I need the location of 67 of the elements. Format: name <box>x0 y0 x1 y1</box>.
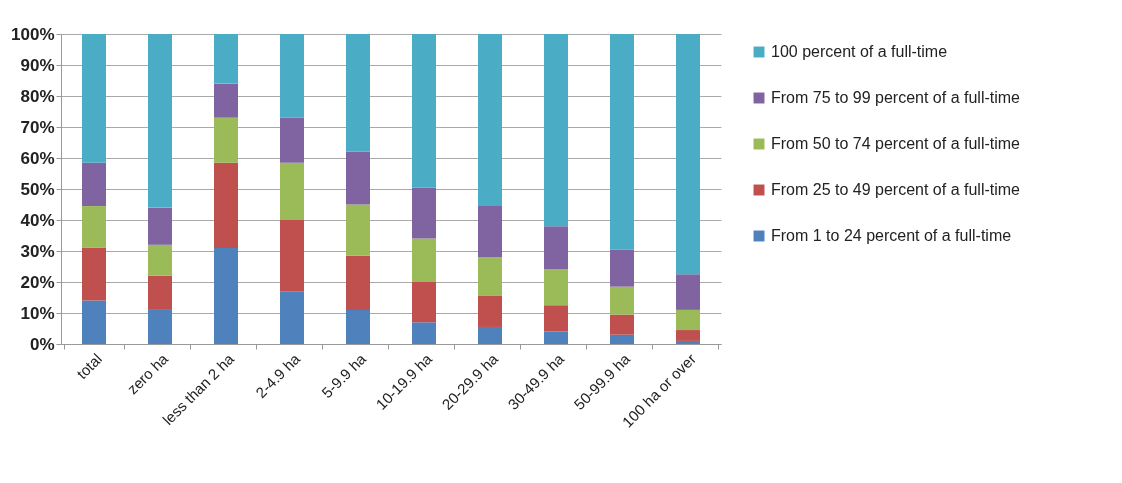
y-tick-label: 60% <box>20 148 55 168</box>
bar <box>412 282 436 323</box>
bar <box>280 117 304 163</box>
y-tick-label: 50% <box>20 179 55 199</box>
bar <box>214 83 238 118</box>
legend-label: 100 percent of a full-time <box>771 43 948 60</box>
y-tick-label: 10% <box>20 303 55 323</box>
bar <box>82 247 106 301</box>
bar <box>148 244 172 276</box>
bar <box>544 269 568 306</box>
bar <box>610 34 634 250</box>
bar <box>478 257 502 296</box>
bar <box>544 226 568 270</box>
bar <box>346 151 370 205</box>
legend-label: From 1 to 24 percent of a full-time <box>771 227 1012 244</box>
y-tick-label: 20% <box>20 272 55 292</box>
bar <box>214 162 238 248</box>
y-tick-label: 90% <box>20 55 55 75</box>
bar <box>82 300 106 344</box>
bar <box>346 204 370 256</box>
bar <box>610 334 634 344</box>
legend-label: From 50 to 74 percent of a full-time <box>771 135 1021 152</box>
bar <box>412 238 436 282</box>
bar <box>478 326 502 344</box>
bar <box>280 291 304 344</box>
bar <box>478 295 502 327</box>
bar <box>82 34 106 163</box>
bar <box>148 309 172 344</box>
bar <box>544 331 568 344</box>
bar <box>544 34 568 227</box>
bar <box>610 286 634 315</box>
bar <box>148 207 172 245</box>
legend-label: From 25 to 49 percent of a full-time <box>771 181 1021 198</box>
bar <box>346 255 370 310</box>
bar <box>544 305 568 332</box>
bar <box>280 220 304 292</box>
bar <box>676 274 700 310</box>
bar <box>214 34 238 84</box>
bar <box>346 309 370 344</box>
bar <box>214 247 238 344</box>
bar <box>412 322 436 344</box>
y-tick-label: 0% <box>29 334 55 354</box>
bar <box>412 187 436 239</box>
bar <box>148 34 172 208</box>
y-tick-label: 30% <box>20 241 55 261</box>
bar <box>148 275 172 310</box>
y-tick-label: 40% <box>20 210 55 230</box>
bar <box>346 34 370 152</box>
bar <box>214 117 238 163</box>
bar <box>280 162 304 220</box>
y-tick-label: 100% <box>11 24 55 44</box>
bar <box>676 309 700 331</box>
bar <box>478 206 502 258</box>
x-tick-label: zero ha <box>123 349 172 398</box>
bar <box>478 34 502 207</box>
bar <box>610 249 634 287</box>
legend-label: From 75 to 99 percent of a full-time <box>771 89 1021 106</box>
bar <box>676 340 700 344</box>
bar <box>82 206 106 248</box>
bar <box>280 34 304 118</box>
bar <box>610 314 634 335</box>
bar <box>412 34 436 188</box>
bar <box>82 162 106 207</box>
bar <box>676 34 700 275</box>
bar <box>676 330 700 341</box>
y-tick-label: 70% <box>20 117 55 137</box>
y-tick-label: 80% <box>20 86 55 106</box>
